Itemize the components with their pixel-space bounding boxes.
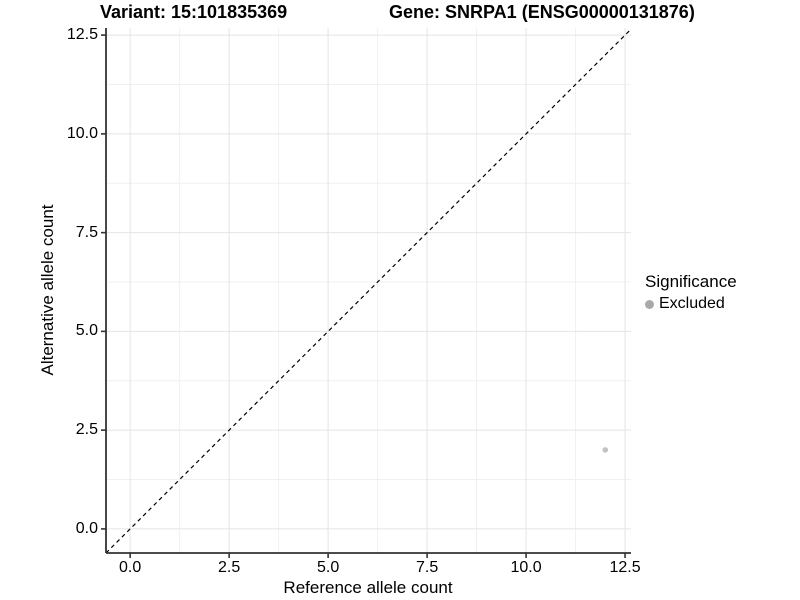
plot-panel: [101, 28, 632, 558]
plot-title-gene: Gene: SNRPA1 (ENSG00000131876): [389, 2, 695, 22]
data-point: [602, 447, 609, 453]
legend: Significance Excluded: [645, 272, 737, 313]
y-tick-label: 2.5: [75, 421, 98, 439]
legend-key-dot-icon: [645, 299, 654, 309]
x-tick-label: 12.5: [609, 559, 641, 576]
plot-title-variant: Variant: 15:101835369: [100, 2, 288, 22]
x-tick-label: 0.0: [119, 559, 142, 576]
identity-reference-line: [105, 28, 632, 554]
x-tick-label: 10.0: [510, 559, 542, 576]
y-tick-label: 12.5: [66, 26, 98, 44]
x-axis-title: Reference allele count: [283, 578, 453, 597]
legend-title: Significance: [645, 272, 737, 291]
y-tick-label: 5.0: [75, 322, 98, 340]
legend-item: Excluded: [645, 295, 737, 313]
y-axis-title: Alternative allele count: [38, 204, 57, 376]
y-tick-label: 7.5: [75, 223, 98, 241]
legend-items: Excluded: [645, 295, 737, 313]
y-tick-label: 10.0: [66, 124, 98, 142]
x-tick-label: 7.5: [415, 559, 439, 576]
x-tick-label: 5.0: [316, 559, 340, 576]
x-tick-label: 2.5: [218, 559, 241, 576]
legend-item-label: Excluded: [659, 295, 725, 312]
y-tick-label: 0.0: [75, 519, 98, 537]
